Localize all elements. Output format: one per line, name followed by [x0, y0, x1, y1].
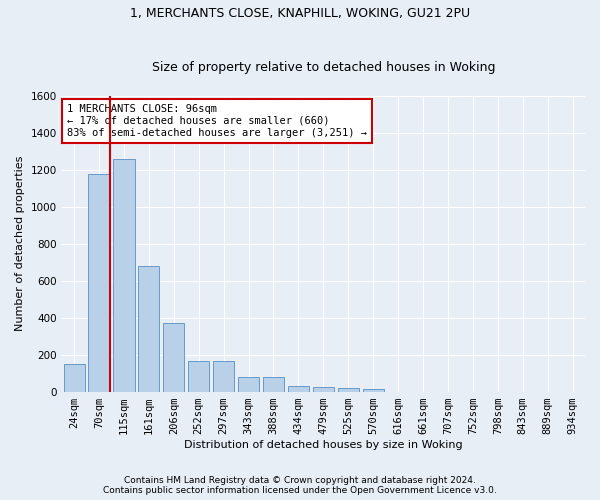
Bar — [263, 378, 284, 392]
Bar — [362, 390, 384, 392]
Bar — [238, 378, 259, 392]
Bar — [213, 360, 234, 392]
Bar — [338, 388, 359, 392]
Bar — [64, 364, 85, 392]
Text: 1, MERCHANTS CLOSE, KNAPHILL, WOKING, GU21 2PU: 1, MERCHANTS CLOSE, KNAPHILL, WOKING, GU… — [130, 8, 470, 20]
Text: 1 MERCHANTS CLOSE: 96sqm
← 17% of detached houses are smaller (660)
83% of semi-: 1 MERCHANTS CLOSE: 96sqm ← 17% of detach… — [67, 104, 367, 138]
Bar — [138, 266, 160, 392]
Y-axis label: Number of detached properties: Number of detached properties — [15, 156, 25, 332]
Title: Size of property relative to detached houses in Woking: Size of property relative to detached ho… — [152, 60, 495, 74]
Bar — [88, 174, 110, 392]
Bar — [188, 360, 209, 392]
Text: Contains HM Land Registry data © Crown copyright and database right 2024.
Contai: Contains HM Land Registry data © Crown c… — [103, 476, 497, 495]
Bar — [163, 322, 184, 392]
Bar — [113, 158, 134, 392]
Bar — [288, 386, 309, 392]
Bar — [313, 386, 334, 392]
X-axis label: Distribution of detached houses by size in Woking: Distribution of detached houses by size … — [184, 440, 463, 450]
